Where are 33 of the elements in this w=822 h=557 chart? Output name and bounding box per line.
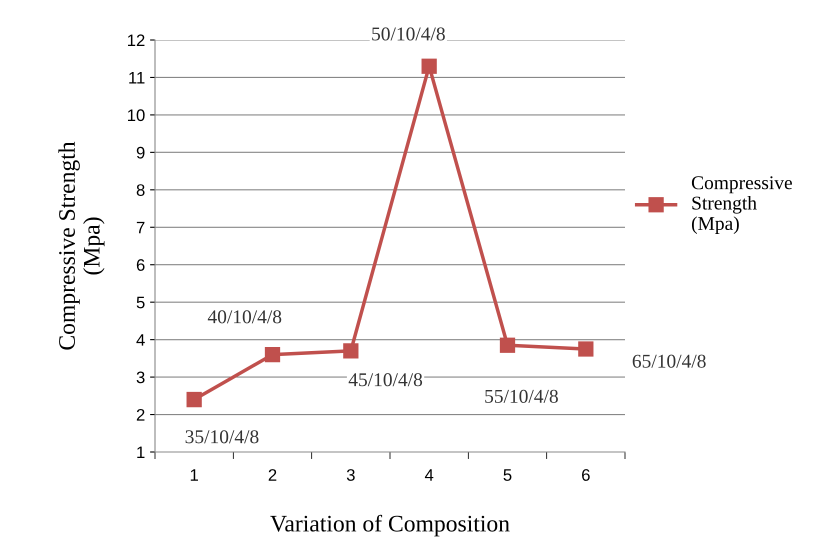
annotation: 55/10/4/8 (485, 390, 558, 403)
y-tick-label: 12 (128, 34, 144, 46)
y-tick-label: 9 (136, 146, 144, 159)
annotation: 50/10/4/8 (372, 27, 445, 41)
y-tick-label: 10 (128, 109, 145, 122)
x-tick-label: 3 (346, 469, 355, 481)
y-tick-label: 4 (136, 334, 145, 346)
x-tick-label: 6 (582, 469, 590, 481)
x-tick-label: 4 (424, 469, 434, 481)
annotation: 35/10/4/8 (186, 430, 258, 444)
point (343, 343, 358, 359)
y-axis-title: Compressive Strength (Mpa) (58, 142, 105, 350)
y-tick-label: 7 (136, 222, 144, 234)
legend-label: Compressive Strength (Mpa) (692, 176, 792, 234)
x-tick-label: 1 (190, 469, 198, 481)
point (422, 58, 437, 74)
annotation: 40/10/4/8 (208, 310, 282, 324)
point (578, 341, 594, 357)
annotation: 65/10/4/8 (632, 354, 706, 368)
point (500, 338, 516, 353)
x-axis-title: Variation of Composition (270, 514, 510, 536)
y-tick-label: 11 (129, 72, 144, 84)
y-tick-label: 2 (136, 408, 144, 421)
y-tick-label: 8 (136, 184, 145, 196)
y-tick-label: 5 (136, 296, 145, 308)
x-tick-label: 5 (504, 469, 512, 481)
point (264, 346, 280, 362)
annotation: 45/10/4/8 (348, 373, 422, 386)
point (186, 392, 202, 408)
y-tick-label: 1 (137, 446, 144, 458)
x-tick-label: 2 (268, 469, 276, 481)
y-tick-label: 3 (136, 371, 145, 384)
y-tick-label: 6 (136, 259, 145, 271)
